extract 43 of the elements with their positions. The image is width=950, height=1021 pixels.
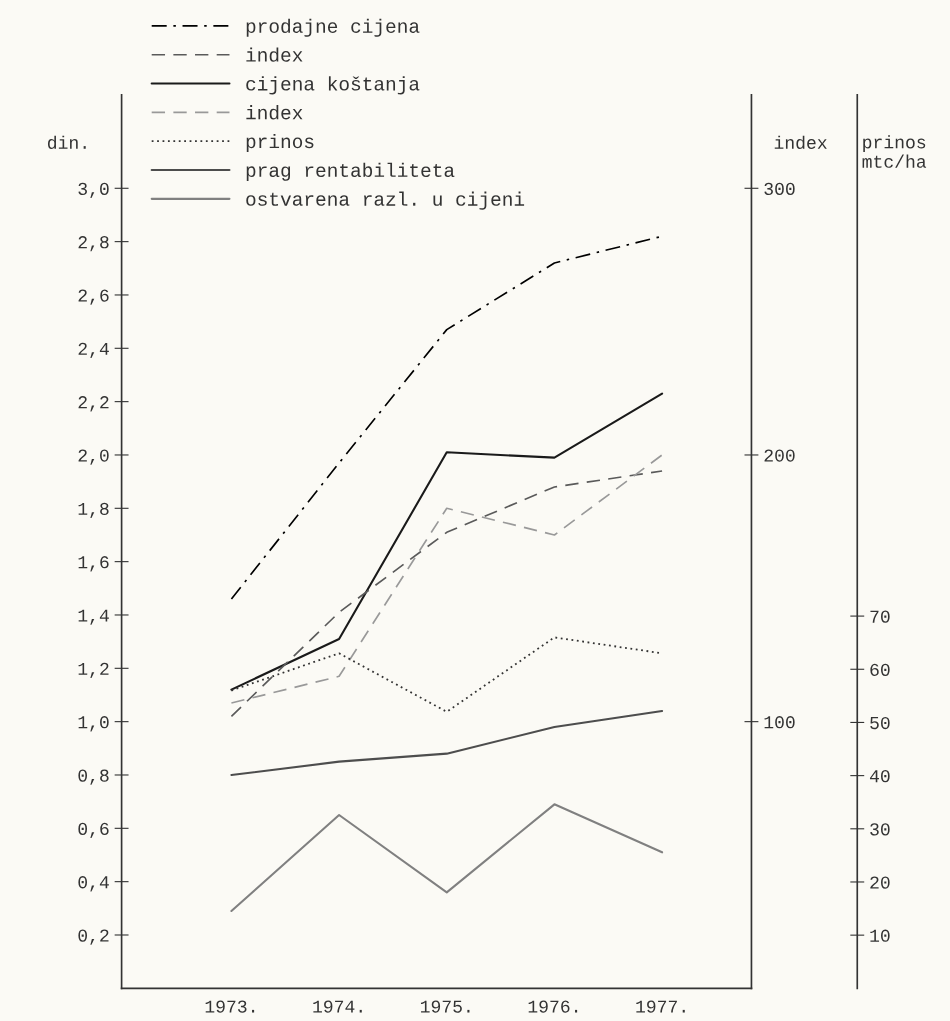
y3-tick-label: 10 [870, 929, 890, 942]
x-tick-label: 1976. [528, 1000, 578, 1013]
x-tick-label: 1973. [205, 1000, 255, 1013]
y-tick-label: 1,6 [78, 556, 109, 572]
y3-tick-label: 60 [870, 663, 890, 676]
legend-label: index [246, 105, 303, 120]
y2-axis-title: index [774, 135, 827, 149]
y2-tick-label: 100 [764, 716, 795, 729]
y3-tick-label: 50 [870, 716, 890, 730]
x-tick-label: 1977. [636, 1000, 685, 1013]
line-series [230, 392, 664, 691]
y-tick-label: 1,8 [78, 502, 109, 519]
y-tick-label: 1,0 [78, 716, 109, 732]
legend-label: prodajne cijena [246, 18, 420, 37]
y-tick-label: 0,6 [78, 822, 109, 839]
legend-label: index [246, 47, 303, 62]
line-series [230, 709, 664, 777]
y-axis-title: din. [47, 135, 86, 149]
legend-label: ostvarena razl. u cijeni [246, 191, 525, 210]
y3-tick-label: 20 [870, 876, 890, 889]
legend-label: prinos [246, 133, 314, 153]
legend-label: cijena koštanja [246, 76, 420, 95]
y3-tick-label: 30 [870, 823, 890, 836]
y3-axis-title: prinos mtc/ha [862, 135, 927, 168]
y-tick-label: 2,8 [78, 236, 109, 252]
y2-tick-label: 200 [764, 449, 795, 462]
y-tick-label: 2,2 [78, 396, 109, 412]
line-series [230, 803, 664, 913]
x-tick-label: 1975. [420, 1000, 470, 1013]
y-tick-label: 1,4 [78, 609, 109, 625]
y3-tick-label: 40 [869, 770, 890, 783]
y-tick-label: 0,4 [78, 876, 109, 892]
x-tick-label: 1974. [313, 1000, 362, 1013]
y-tick-label: 2,0 [78, 449, 109, 465]
legend-label: prag rentabiliteta [246, 162, 455, 181]
y2-tick-label: 300 [764, 182, 795, 196]
y-tick-label: 0,8 [78, 769, 109, 785]
y-tick-label: 2,6 [78, 289, 109, 305]
y-tick-label: 3,0 [78, 182, 109, 199]
y-tick-label: 0,2 [78, 929, 109, 945]
y3-tick-label: 70 [870, 610, 890, 623]
y-tick-label: 2,4 [78, 342, 109, 359]
y-tick-label: 1,2 [78, 662, 109, 679]
